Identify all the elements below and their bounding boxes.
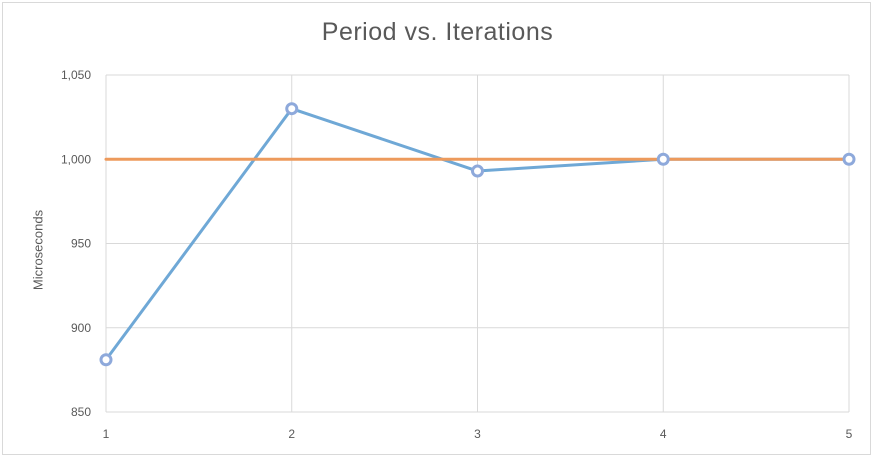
y-tick-label: 900: [71, 321, 91, 335]
x-tick-label: 1: [103, 427, 110, 441]
data-point: [99, 353, 113, 367]
data-point: [656, 152, 670, 166]
x-tick-label: 2: [288, 427, 295, 441]
data-point: [285, 102, 299, 116]
x-tick-label: 3: [474, 427, 481, 441]
x-tick-label: 4: [660, 427, 667, 441]
data-point: [471, 164, 484, 178]
x-tick-label: 5: [846, 427, 853, 441]
y-tick-label: 1,000: [61, 152, 91, 166]
y-tick-label: 950: [71, 237, 91, 251]
y-tick-label: 850: [71, 405, 91, 419]
y-tick-label: 1,050: [61, 68, 91, 82]
data-point: [842, 152, 856, 166]
chart-title: Period vs. Iterations: [321, 18, 554, 46]
